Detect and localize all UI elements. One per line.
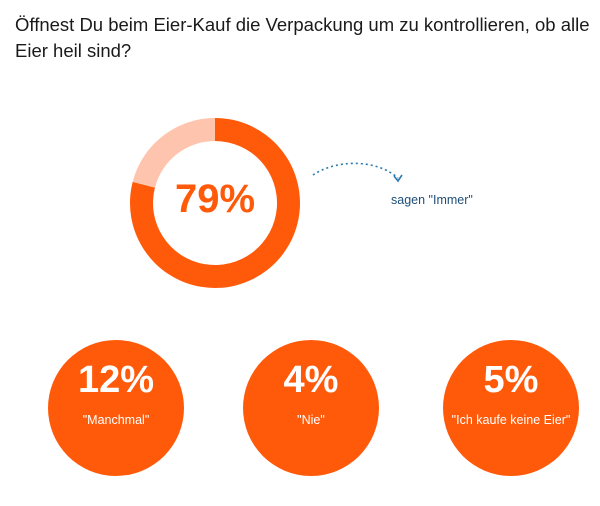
bubble-value-label: 4% [283, 359, 339, 401]
bubble-value-label: 5% [483, 359, 539, 401]
donut-caption: sagen "Immer" [391, 193, 473, 207]
bubble-value-label: 12% [77, 359, 155, 401]
curved-arrow-icon [312, 162, 403, 183]
bubble-caption: "Manchmal" [82, 413, 150, 427]
bubble-caption: "Nie" [297, 413, 325, 427]
bubble-nie: 4% "Nie" [243, 340, 379, 476]
donut-slice-remainder [132, 118, 215, 188]
bubble-caption: "Ich kaufe keine Eier" [451, 413, 571, 427]
bubble-manchmal: 12% "Manchmal" [48, 340, 184, 476]
chart-title: Öffnest Du beim Eier-Kauf die Verpackung… [15, 14, 590, 61]
donut-value-label: 79% [174, 177, 256, 221]
bubble-keine-eier: 5% "Ich kaufe keine Eier" [443, 340, 579, 476]
